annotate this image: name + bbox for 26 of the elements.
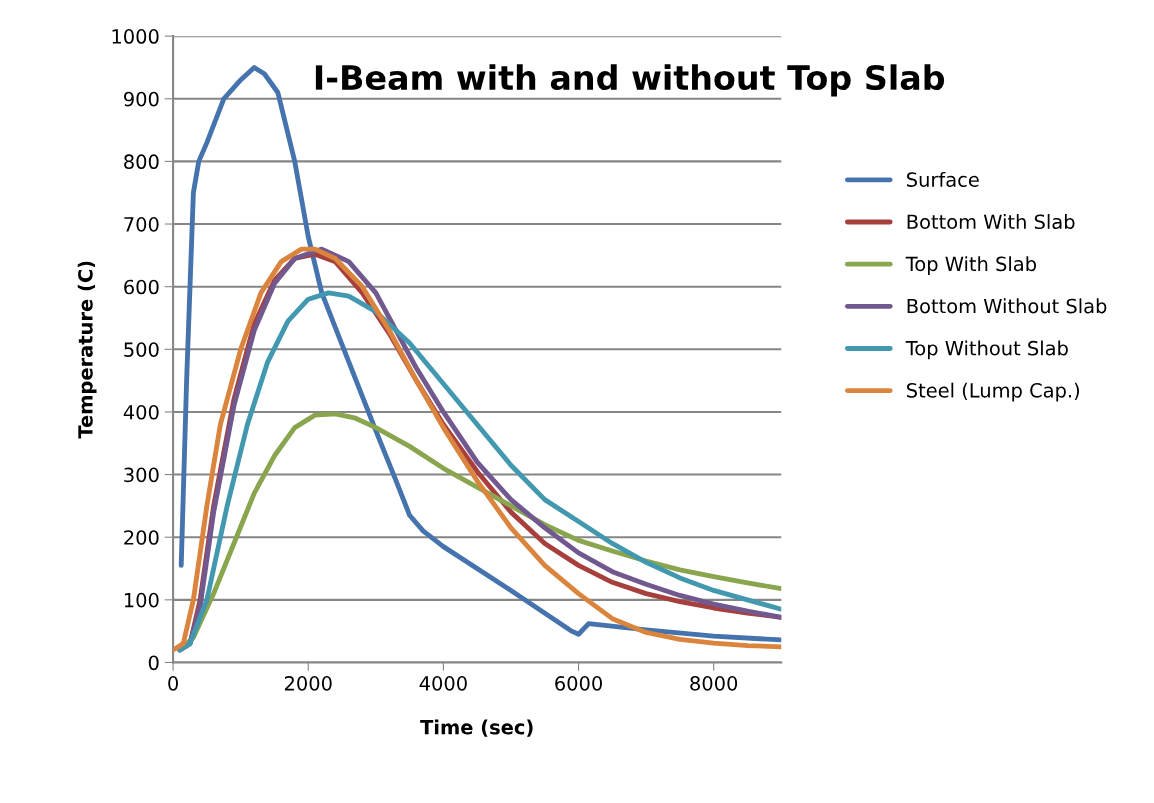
y-tick-label: 900 xyxy=(124,91,159,107)
x-tick-label: 4000 xyxy=(419,676,467,691)
y-axis-title: Temperature (C) xyxy=(77,261,97,439)
y-tick-label: 800 xyxy=(124,154,159,170)
text: I-Beam with and without Top Slab xyxy=(315,64,945,97)
y-tick-label: 1000 xyxy=(112,29,159,44)
x-tick-label: 0 xyxy=(168,676,178,691)
legend-label: Bottom Without Slab xyxy=(907,298,1107,314)
y-tick-label: 500 xyxy=(124,342,159,357)
legend-label: Top With Slab xyxy=(905,256,1036,275)
legend-label: Surface xyxy=(907,171,979,187)
x-tick-label: 6000 xyxy=(555,676,602,691)
legend-label: Top Without Slab xyxy=(905,340,1068,360)
y-tick-label: 300 xyxy=(124,467,159,483)
x-tick-label: 2000 xyxy=(284,676,332,691)
legend-label: Bottom With Slab xyxy=(907,214,1075,230)
y-tick-label: 0 xyxy=(148,655,159,671)
legend-label: Steel (Lump Cap.) xyxy=(907,382,1080,402)
y-tick-label: 600 xyxy=(124,279,159,295)
x-tick-label: 8000 xyxy=(690,676,738,691)
x-axis-title: Time (sec) xyxy=(420,719,533,737)
y-tick-label: 200 xyxy=(124,530,159,545)
y-tick-label: 700 xyxy=(124,216,159,232)
line-series xyxy=(178,65,782,643)
y-tick-label: 400 xyxy=(123,404,159,420)
y-tick-label: 100 xyxy=(124,592,159,608)
